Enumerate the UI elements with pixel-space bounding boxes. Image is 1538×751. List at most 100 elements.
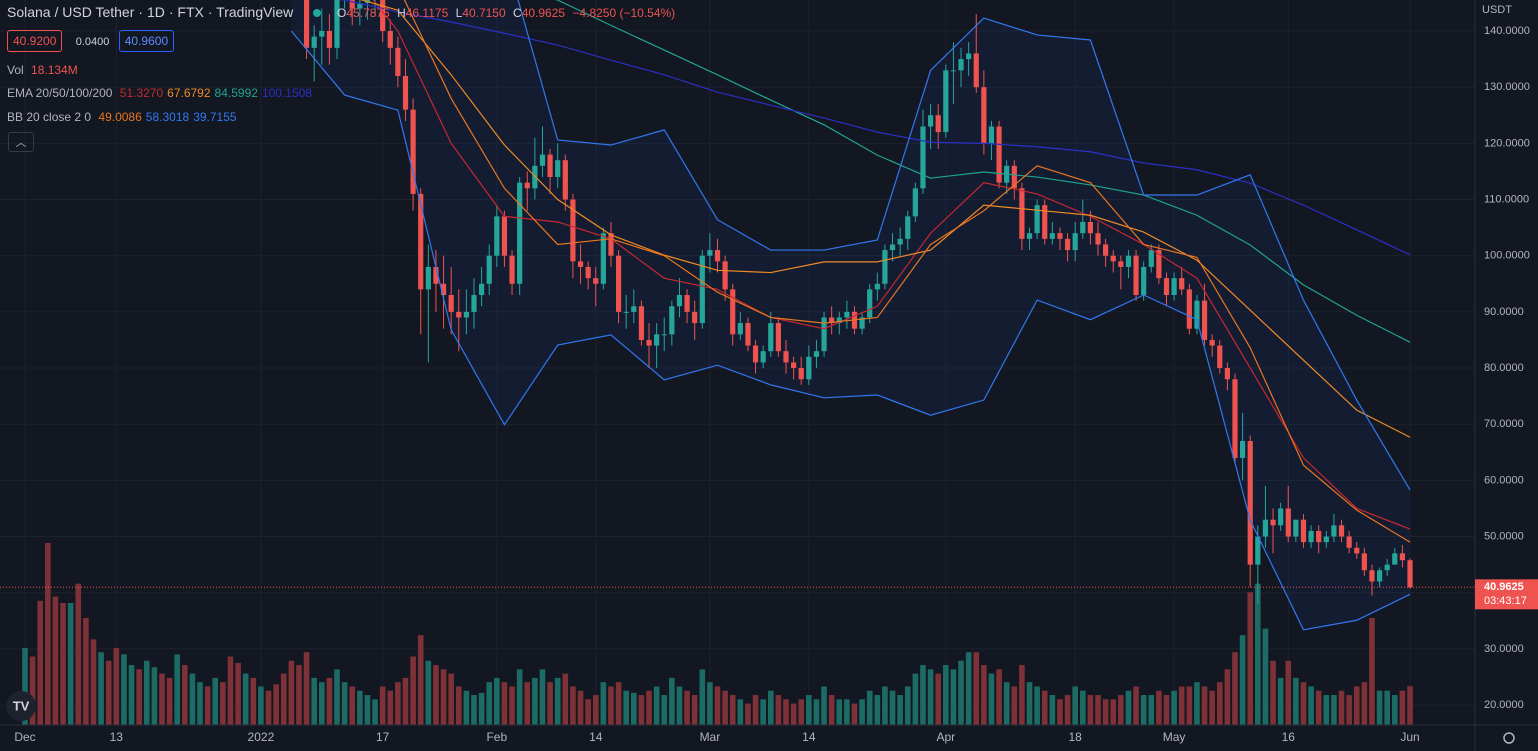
legend-value: 67.6792 (167, 86, 211, 100)
candle-body (387, 31, 393, 48)
volume-bar (729, 695, 736, 725)
candle-body (1019, 188, 1025, 239)
candle-body (600, 233, 606, 284)
volume-bar (996, 669, 1002, 725)
bid[interactable]: 40.9200 (7, 30, 63, 52)
candle-body (996, 126, 1002, 183)
volume-bar (364, 695, 371, 725)
candle-body (1224, 368, 1230, 380)
legend-label: Vol (7, 63, 24, 77)
candle-body (1064, 238, 1071, 251)
volume-bar (1262, 628, 1269, 725)
candle-body (1293, 519, 1299, 537)
candle-body (433, 266, 439, 284)
volume-bar (1239, 635, 1246, 725)
spread: 0.0400 (75, 36, 110, 48)
candle-body (654, 334, 660, 346)
legend-value: 39.7155 (193, 110, 237, 124)
ask[interactable]: 40.9600 (118, 30, 175, 52)
volume-bar (874, 695, 881, 725)
volume-bar (182, 665, 188, 725)
volume-bar (889, 690, 896, 725)
volume-bar (471, 695, 477, 725)
volume-bar (29, 656, 36, 725)
volume-bar (577, 690, 584, 725)
volume-bar (1216, 682, 1223, 725)
candle-body (395, 47, 401, 76)
volume-bar (1232, 652, 1238, 725)
volume-bar (128, 665, 135, 725)
volume-bar (280, 673, 287, 725)
legend-value: 100.1508 (261, 86, 312, 100)
volume-bar (920, 665, 926, 725)
logo[interactable] (6, 691, 36, 721)
volume-bar (722, 690, 728, 725)
indicator-line (554, 0, 1411, 343)
status-dot (313, 9, 322, 17)
settings-icon[interactable] (1503, 732, 1515, 744)
volume-bar (516, 669, 523, 725)
candle-body (1369, 570, 1375, 582)
candle-body (623, 311, 629, 313)
candle-body (844, 311, 850, 318)
candle-body (1361, 553, 1367, 571)
candle-body (874, 283, 880, 290)
volume-bar (174, 654, 180, 725)
collapse-button[interactable]: ︿ (8, 132, 34, 152)
candle-body (707, 250, 713, 256)
y-tick-label: 50.0000 (1484, 530, 1524, 542)
volume-bar (379, 686, 386, 725)
candle-body (638, 306, 645, 340)
volume-legend: Vol 18.134M (7, 63, 82, 77)
candle-body (1156, 250, 1162, 279)
volume-bar (90, 639, 97, 725)
indicator-line (290, 30, 1411, 631)
volume-bar (904, 686, 911, 725)
candle-body (1399, 553, 1406, 561)
volume-bar (425, 660, 432, 725)
candle-body (1316, 530, 1322, 543)
volume-bar (113, 647, 120, 725)
candle-body (524, 182, 530, 189)
candle-body (897, 238, 903, 245)
volume-bar (166, 677, 173, 725)
y-tick-label: 60.0000 (1484, 474, 1524, 486)
volume-bar (950, 669, 957, 725)
candle-body (646, 339, 652, 346)
volume-bar (1057, 699, 1063, 725)
candle-body (555, 160, 561, 178)
volume-bar (494, 677, 500, 725)
volume-bar (1331, 695, 1337, 725)
volume-bar (783, 699, 789, 725)
volume-bar (455, 686, 462, 725)
volume-bar (1072, 686, 1078, 725)
volume-bar (1201, 686, 1208, 725)
candle-body (973, 53, 979, 88)
candle-body (562, 160, 568, 200)
ohlc-value: 40.7150 (462, 6, 506, 20)
volume-bar (859, 699, 865, 725)
indicator-line (340, 0, 1411, 256)
volume-bar (45, 543, 51, 725)
volume-bar (988, 673, 995, 725)
candle-body (1087, 221, 1093, 234)
candle-body (570, 199, 576, 262)
ema-legend: EMA 20/50/100/200 51.3270 67.6792 84.5992 1… (7, 86, 316, 100)
time-axis-panel (0, 725, 1475, 751)
candle-body (791, 362, 797, 369)
ohlc-value: 46.1175 (405, 6, 449, 20)
x-tick-label: 16 (1282, 730, 1296, 744)
volume-bar (1285, 660, 1292, 725)
volume-bar (212, 677, 219, 725)
x-tick-label: Dec (14, 730, 35, 744)
candle-body (1179, 278, 1185, 290)
volume-bar (1247, 592, 1254, 725)
candle-body (486, 255, 492, 284)
volume-bar (631, 692, 637, 725)
candle-body (775, 323, 781, 352)
volume-bar (1125, 690, 1132, 725)
volume-bar (927, 669, 934, 725)
candle-body (1278, 508, 1284, 526)
symbol: Solana / USD Tether (7, 4, 135, 20)
volume-bar (813, 699, 820, 725)
